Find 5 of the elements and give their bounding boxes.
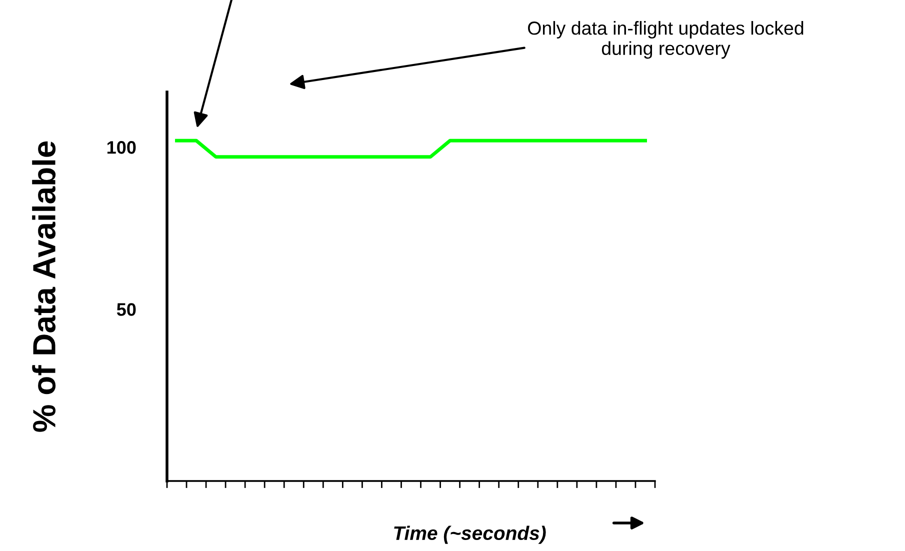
y-tick-label: 50 [116,303,136,316]
y-axis-title: % of Data Available [32,141,56,432]
text: Only data in-flight updates locked during recovery [528,21,804,59]
y-tick-label: 100 [107,141,136,154]
x-axis-title: Time (~seconds) [394,526,546,544]
